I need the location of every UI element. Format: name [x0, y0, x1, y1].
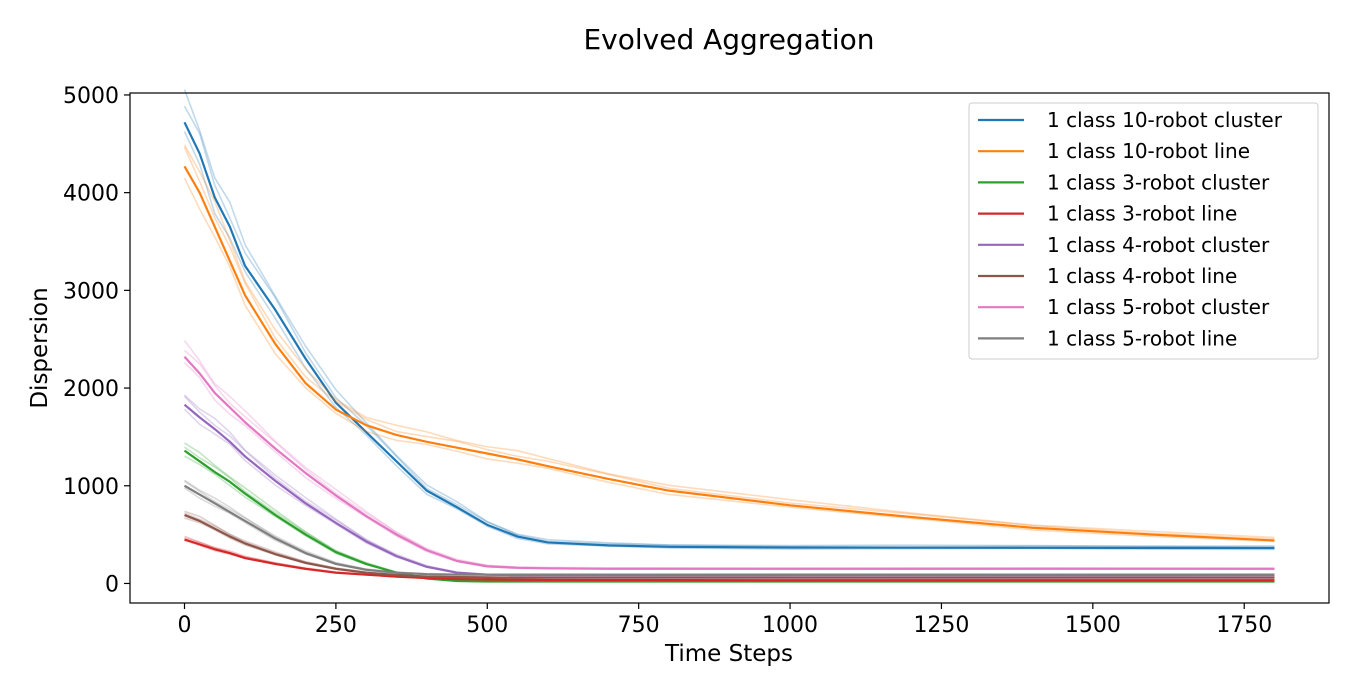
legend-label: 1 class 5-robot cluster [1047, 295, 1270, 319]
legend-box [968, 102, 1319, 360]
series-run-trace-1-class-10-robot-line [183, 146, 1275, 540]
y-axis-label: Dispersion [27, 287, 53, 408]
series-run-trace-1-class-3-robot-cluster [184, 455, 1275, 583]
legend: 1 class 10-robot cluster 1 class 10-robot… [968, 102, 1319, 360]
series-run-trace-1-class-5-robot-cluster [183, 361, 1275, 571]
series-line-1-class-5-robot-cluster [183, 356, 1275, 570]
legend-label: 1 class 4-robot cluster [1047, 233, 1270, 257]
series-line-1-class-3-robot-cluster [183, 449, 1275, 583]
legend-label: 1 class 5-robot line [1047, 326, 1237, 350]
y-tick-label: 5000 [63, 84, 119, 109]
series-line-1-class-3-robot-line [184, 538, 1275, 582]
x-tick-label: 0 [178, 613, 192, 638]
y-axis: 0 1000 2000 3000 4000 5000 [63, 84, 130, 597]
series-run-trace-1-class-10-robot-cluster [183, 89, 1275, 547]
y-tick-label: 3000 [63, 279, 119, 304]
series-layer [183, 89, 1275, 583]
series-line-1-class-5-robot-line [183, 484, 1275, 576]
x-tick-label: 500 [466, 613, 508, 638]
legend-label: 1 class 10-robot cluster [1047, 108, 1283, 132]
legend-label: 1 class 4-robot line [1047, 264, 1237, 288]
y-tick-label: 2000 [63, 377, 119, 402]
x-tick-label: 1750 [1216, 613, 1272, 638]
series-run-trace-1-class-10-robot-cluster [183, 131, 1275, 551]
legend-label: 1 class 3-robot cluster [1047, 170, 1270, 194]
series-line-1-class-4-robot-line [184, 514, 1275, 579]
series-run-trace-1-class-10-robot-line [183, 177, 1275, 543]
chart-title: Evolved Aggregation [583, 23, 874, 56]
x-tick-label: 750 [618, 613, 660, 638]
series-run-trace-1-class-3-robot-cluster [184, 442, 1275, 583]
y-tick-label: 4000 [63, 182, 119, 207]
plot-area-frame [129, 92, 1330, 604]
y-tick-label: 0 [105, 572, 119, 597]
series-run-trace-1-class-5-robot-cluster [183, 349, 1275, 570]
legend-label: 1 class 10-robot line [1047, 139, 1250, 163]
series-run-trace-1-class-10-robot-line [183, 144, 1275, 539]
series-line-1-class-10-robot-line [183, 165, 1275, 542]
x-axis-label: Time Steps [664, 641, 793, 667]
x-tick-label: 1250 [913, 613, 969, 638]
x-tick-label: 1500 [1065, 613, 1121, 638]
x-axis: 0 250 500 750 1000 1250 1500 1750 [178, 603, 1272, 638]
legend-label: 1 class 3-robot line [1047, 202, 1237, 226]
series-run-trace-1-class-3-robot-cluster [184, 446, 1275, 583]
series-line-1-class-10-robot-cluster [183, 121, 1275, 550]
x-tick-label: 250 [315, 613, 357, 638]
x-tick-label: 1000 [762, 613, 818, 638]
y-tick-label: 1000 [63, 475, 119, 500]
